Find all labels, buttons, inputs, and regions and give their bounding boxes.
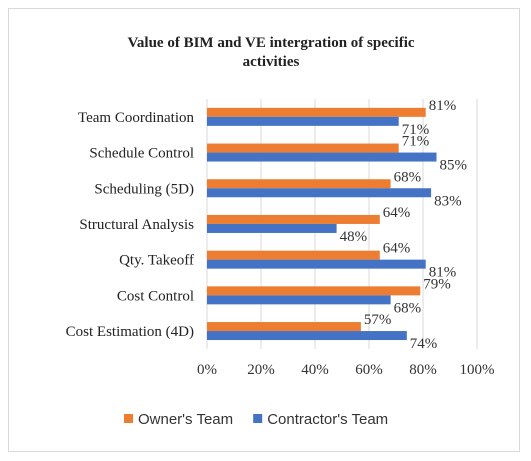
bar	[207, 107, 426, 117]
category-label: Team Coordination	[78, 110, 195, 126]
data-label: 81%	[429, 265, 457, 281]
data-label: 81%	[429, 98, 457, 114]
x-tick-label: 100%	[460, 362, 495, 378]
category-labels: Team Coordination Schedule Control Schedul…	[66, 110, 195, 340]
bar	[207, 143, 399, 153]
bar	[207, 250, 380, 260]
chart-title-line-1: Value of BIM and VE intergration of spec…	[127, 35, 414, 51]
category-label: Schedule Control	[89, 146, 194, 162]
bar	[207, 214, 380, 224]
bar	[207, 322, 361, 332]
legend-swatch	[124, 414, 133, 423]
bar	[207, 286, 421, 296]
bar	[207, 259, 426, 269]
category-label: Qty. Takeoff	[119, 253, 194, 269]
bar	[207, 188, 432, 198]
data-label: 85%	[440, 158, 468, 174]
legend-swatch	[253, 414, 263, 423]
bar	[207, 331, 407, 341]
chart-frame: Value of BIM and VE intergration of spec…	[8, 8, 520, 452]
data-labels: 81%71%71%85%68%83%64%48%64%81%79%68%57%7…	[340, 98, 467, 352]
data-label: 48%	[340, 229, 368, 245]
x-tick-label: 60%	[355, 362, 383, 378]
bars	[207, 107, 437, 341]
x-tick-label: 80%	[409, 362, 437, 378]
legend: Owner's Team Contractor's Team	[124, 411, 388, 428]
data-label: 71%	[402, 134, 430, 150]
bar	[207, 295, 391, 305]
category-label: Structural Analysis	[79, 217, 194, 233]
category-label: Scheduling (5D)	[94, 181, 194, 197]
category-label: Cost Control	[117, 288, 194, 304]
x-tick-label: 0%	[197, 362, 217, 378]
x-tick-labels: 0% 20% 40% 60% 80% 100%	[197, 362, 495, 378]
x-tick-label: 20%	[247, 362, 275, 378]
legend-label: Owner's Team	[138, 411, 233, 428]
bar	[207, 179, 391, 189]
bar-chart: Value of BIM and VE intergration of spec…	[66, 35, 495, 428]
x-tick-label: 40%	[301, 362, 329, 378]
data-label: 79%	[423, 276, 451, 292]
data-label: 57%	[364, 312, 392, 328]
bar	[207, 116, 399, 126]
bar	[207, 223, 337, 233]
chart-title-line-2: activities	[243, 54, 300, 70]
data-label: 64%	[383, 205, 411, 221]
data-label: 71%	[402, 122, 430, 138]
data-label: 64%	[383, 241, 411, 257]
category-label: Cost Estimation (4D)	[66, 324, 194, 340]
bar	[207, 152, 437, 162]
data-label: 74%	[410, 336, 438, 352]
data-label: 83%	[434, 193, 462, 209]
data-label: 68%	[394, 300, 422, 316]
legend-label: Contractor's Team	[267, 411, 388, 428]
data-label: 68%	[394, 169, 422, 185]
